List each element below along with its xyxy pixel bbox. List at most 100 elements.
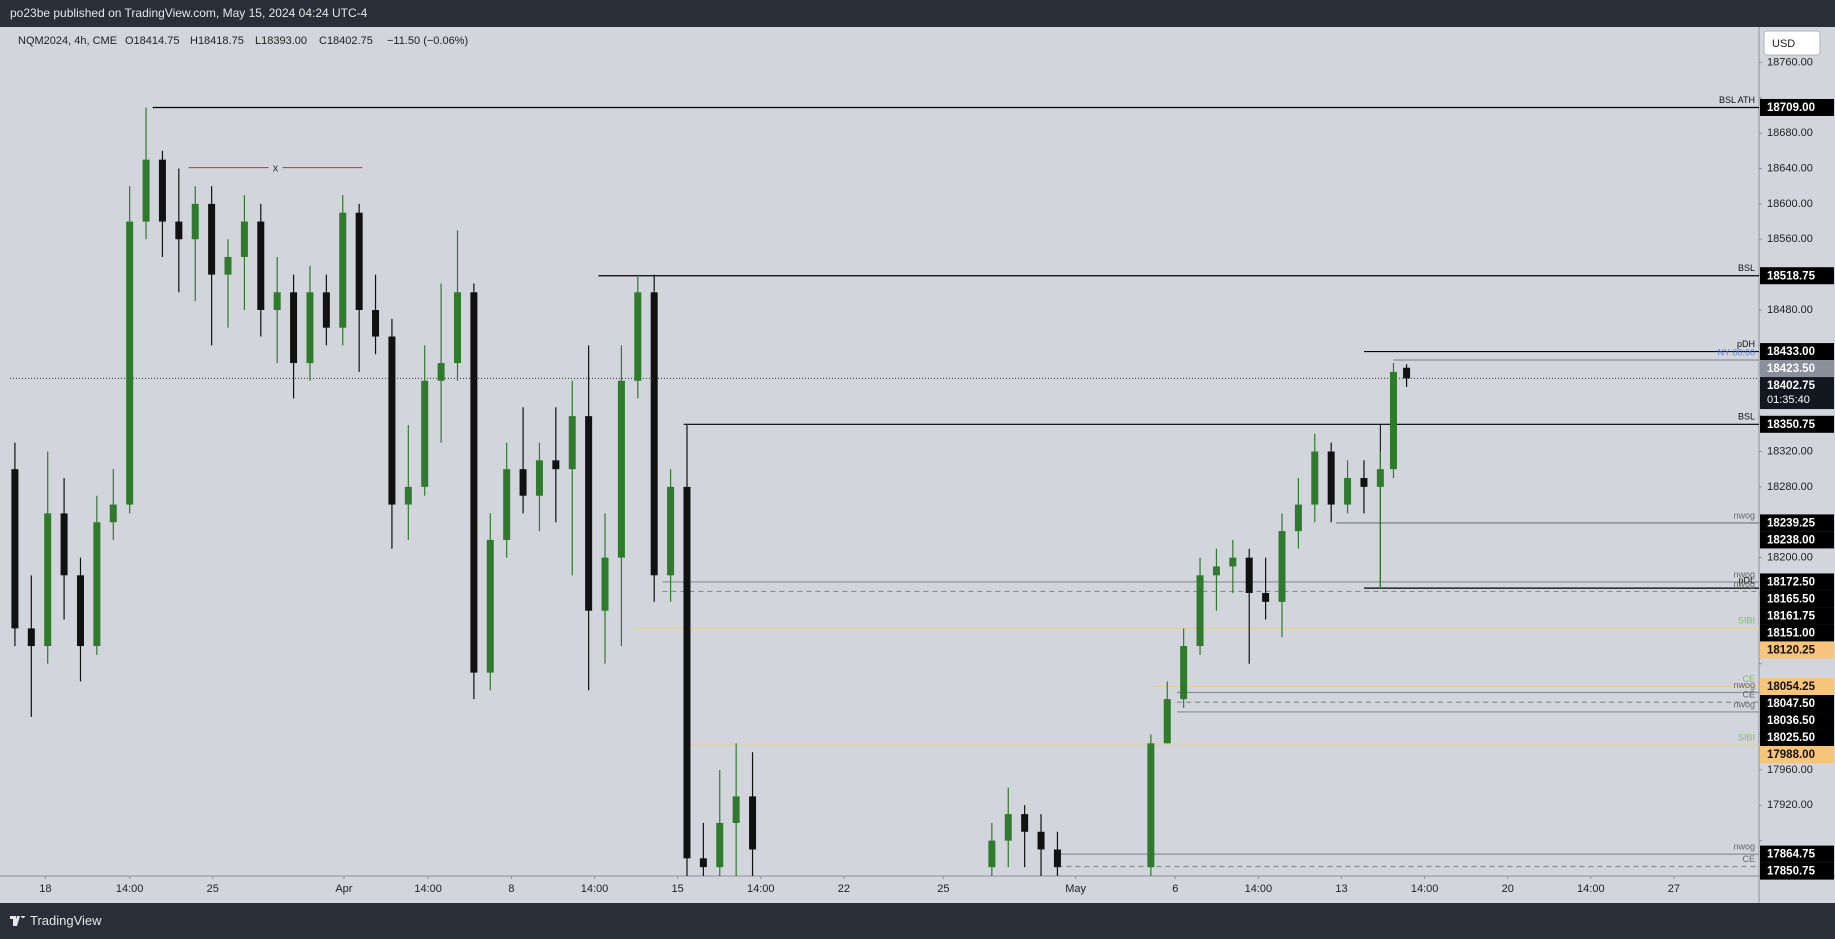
candle-body [1229,557,1237,567]
candle-body [716,822,724,868]
candle-body [650,292,658,576]
publish-note: po23be published on TradingView.com, May… [10,6,368,20]
countdown: 01:35:40 [1767,394,1810,406]
currency-button[interactable] [1763,30,1821,56]
candle-body [93,522,101,647]
candle-body [158,159,166,222]
x-tick-label: 25 [207,883,219,895]
level-text: pDH [1737,339,1755,349]
price-tag-label: 18518.75 [1767,270,1816,282]
x-tick-label: May [1065,883,1086,895]
price-tag [1760,712,1834,730]
candle-body [601,557,609,611]
candle-body [224,256,232,275]
candle-body [634,292,642,381]
level-text: nwog [1733,841,1755,851]
candle-body [421,380,429,487]
level-text: nwog [1733,510,1755,520]
symbol: NQM2024, 4h, CME [18,35,117,47]
candle-body [617,380,625,558]
candle-body [1262,593,1270,602]
price-tag-label: 18161.75 [1767,610,1816,622]
price-tag-label: 18120.25 [1767,644,1816,656]
price-tag [1760,360,1834,378]
ohlc-open: O18414.75 [125,35,179,47]
x-tick-label: 14:00 [116,883,144,895]
level-text: BSL [1738,412,1755,422]
level-text: nwog [1733,699,1755,709]
candle-body [988,840,996,868]
x-tick-label: 8 [508,883,514,895]
candle-body [437,363,445,381]
level-text: CE [1742,674,1755,684]
x-tick-label: 22 [838,883,850,895]
candle-body [1403,367,1411,379]
candle-body [208,203,216,275]
x-tick-label: 14:00 [1577,883,1605,895]
candle-body [76,575,84,647]
candle-body [1245,557,1253,593]
price-tag-label: 18165.50 [1767,593,1815,605]
y-tick-label: 18320.00 [1767,445,1813,457]
candle-body [257,221,265,310]
candle-body [240,221,248,257]
currency[interactable]: USD [1772,38,1795,50]
candle-body [749,796,757,850]
candle-body [585,416,593,611]
y-tick-label: 18760.00 [1767,56,1813,68]
candle-body [1021,814,1029,832]
ohlc-close: C18402.75 [319,35,373,47]
price-tag-label: 17988.00 [1767,749,1815,761]
level-text: CE [1742,854,1755,864]
y-tick-label: 18200.00 [1767,552,1813,564]
price-tag-label: 18433.00 [1767,346,1815,358]
candle-body [404,486,412,505]
x-tick-label: 27 [1668,883,1680,895]
candle-body [109,504,117,523]
price-tag-label: 18709.00 [1767,102,1815,114]
candle-body [339,212,347,328]
marker-text: x [273,163,279,175]
axes: 18 14:00 25 Apr 14:00 8 14:00 15 14:00 22 25 May 6 14… [39,56,1834,895]
price-tag [1760,590,1834,608]
x-tick-label: Apr [335,883,352,895]
candle-body [470,292,478,673]
x-tick-label: 20 [1502,883,1514,895]
price-tag [1760,607,1834,625]
brand: TradingView [30,913,102,928]
ohlc-low: L18393.00 [255,35,307,47]
price-tag [1760,729,1834,747]
x-tick-label: 25 [937,883,949,895]
price-tag [1760,531,1834,549]
candle-body [322,292,330,328]
candle-body [1212,566,1220,576]
price-tag-label: 18036.50 [1767,715,1815,727]
level-text: NY 00:00 [1718,347,1755,357]
change: −11.50 (−0.06%) [387,35,468,47]
candle-body [732,796,740,823]
price-tag-label: 18054.25 [1767,681,1816,693]
x-tick-label: 14:00 [581,883,609,895]
price-tag [1760,862,1834,880]
level-text: nwog [1733,680,1755,690]
candle-body [126,221,134,505]
candle-body [535,460,543,496]
candle-body [1360,478,1368,487]
y-tick-label: 17920.00 [1767,799,1813,811]
candle-body [273,292,281,310]
candle-body [486,539,494,673]
candle-body [11,469,19,629]
candle-body [1053,849,1061,868]
level-text: pDL [1738,576,1755,586]
price-tag [1760,98,1834,116]
candle-body [552,460,560,470]
x-tick-label: 14:00 [1245,883,1273,895]
legend: NQM2024, 4h, CME O18414.75 H18418.75 L18… [18,35,468,47]
candle-body [60,513,68,576]
price-tag [1760,415,1834,433]
level-text: nwog [1733,569,1755,579]
price-tag-label: 18172.50 [1767,576,1815,588]
price-tag-label: 18151.00 [1767,627,1815,639]
x-tick-label: 14:00 [747,883,775,895]
